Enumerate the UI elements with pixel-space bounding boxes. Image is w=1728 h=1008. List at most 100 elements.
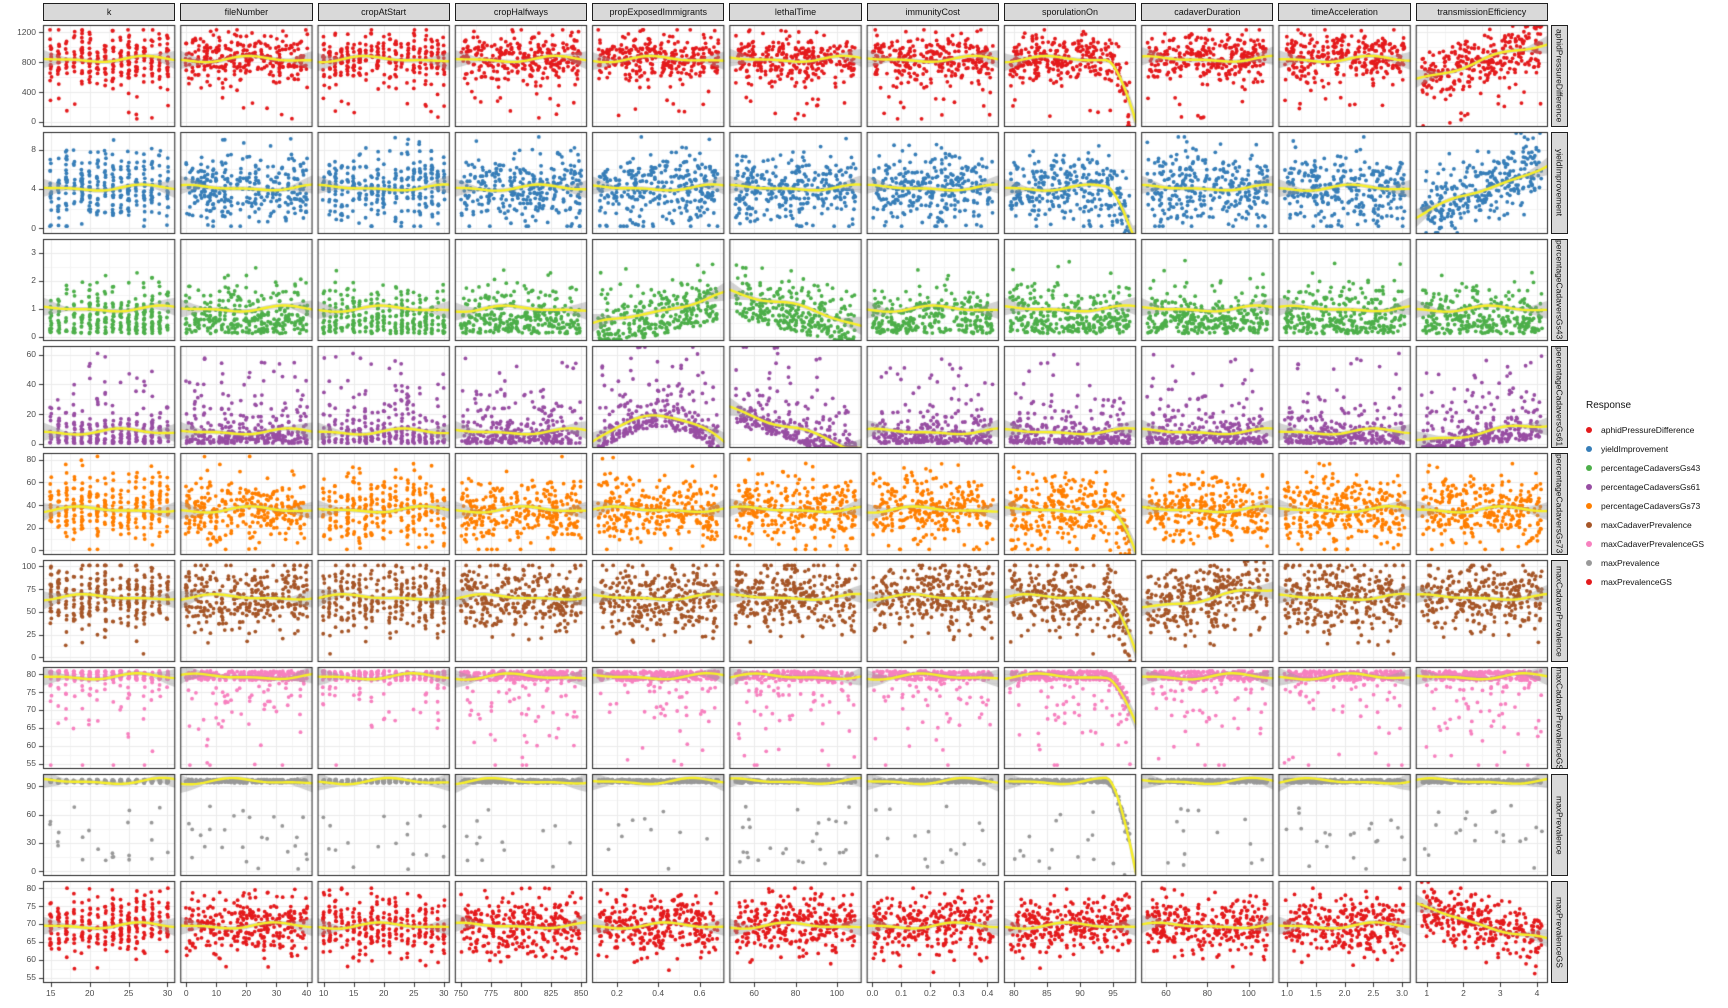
x-tick-label: 4 — [1534, 988, 1540, 998]
legend-dot-icon — [1586, 578, 1592, 585]
x-tick-label: 100 — [1241, 988, 1256, 998]
row-strip-percentageCadaversGs43: percentageCadaversGs43 — [1551, 239, 1568, 341]
column-strip-cropAtStart: cropAtStart — [317, 3, 450, 21]
row-strip-aphidPressureDifference: aphidPressureDifference — [1551, 25, 1568, 127]
legend-dot-icon — [1586, 464, 1592, 471]
column-strip-cropHalfways: cropHalfways — [454, 3, 588, 21]
legend-item-label: aphidPressureDifference — [1601, 424, 1695, 435]
y-tick-label: 75 — [26, 686, 36, 697]
x-tick-label: 80 — [1202, 988, 1213, 998]
x-tick-label: 85 — [1042, 988, 1052, 998]
y-tick-label: 75 — [26, 583, 36, 594]
x-tick-label: 30 — [439, 988, 449, 998]
legend-item-label: percentageCadaversGs61 — [1601, 481, 1701, 492]
x-tick-label: 20 — [241, 988, 252, 998]
y-tick-label: 65 — [26, 722, 36, 733]
legend-item-label: percentageCadaversGs73 — [1601, 500, 1701, 511]
row-strip-percentageCadaversGs73: percentageCadaversGs73 — [1551, 453, 1568, 555]
x-tick-label: 60 — [749, 988, 759, 998]
column-strip-k: k — [43, 3, 176, 21]
x-tick-label: 0.1 — [895, 988, 908, 998]
y-tick-label: 75 — [26, 900, 36, 911]
x-tick-label: 30 — [162, 988, 173, 998]
legend-item-label: percentageCadaversGs43 — [1601, 462, 1701, 473]
x-tick-label: 3.0 — [1396, 988, 1409, 998]
x-tick-label: 80 — [790, 988, 801, 998]
x-tick-label: 1 — [1424, 988, 1430, 998]
row-strip-maxCadaverPrevalence: maxCadaverPrevalence — [1551, 560, 1568, 662]
x-tick-label: 60 — [1161, 988, 1171, 998]
y-tick-label: 50 — [26, 606, 36, 617]
x-tick-label: 2.5 — [1367, 988, 1380, 998]
x-tick-label: 100 — [829, 988, 844, 998]
column-strip-fileNumber: fileNumber — [180, 3, 313, 21]
y-tick-label: 90 — [26, 780, 36, 791]
legend-item-maxPrevalenceGS: maxPrevalenceGS — [1586, 572, 1726, 591]
x-tick-label: 0.6 — [693, 988, 706, 998]
y-tick-label: 80 — [26, 454, 36, 465]
x-tick-label: 15 — [46, 988, 56, 998]
y-tick-label: 4 — [31, 183, 36, 194]
row-strip-yieldImprovement: yieldImprovement — [1551, 132, 1568, 234]
y-tick-label: 55 — [26, 972, 36, 983]
x-tick-label: 1.0 — [1281, 988, 1293, 998]
legend-item-maxPrevalence: maxPrevalence — [1586, 553, 1726, 572]
y-tick-label: 70 — [26, 918, 36, 929]
x-tick-label: 0.4 — [981, 988, 994, 998]
legend-items: aphidPressureDifference yieldImprovement p… — [1586, 420, 1726, 591]
y-tick-label: 60 — [26, 476, 36, 487]
y-tick-label: 3 — [31, 247, 36, 258]
legend-title: Response — [1586, 400, 1632, 411]
x-tick-label: 0.2 — [923, 988, 936, 998]
legend-item-label: maxCadaverPrevalenceGS — [1601, 538, 1704, 549]
legend-dot-icon — [1586, 502, 1592, 509]
y-tick-label: 0 — [31, 651, 36, 662]
x-tick-label: 80 — [1009, 988, 1019, 998]
y-tick-label: 0 — [31, 865, 36, 876]
row-strip-maxCadaverPrevalenceGS: maxCadaverPrevalenceGS — [1551, 667, 1568, 769]
x-tick-label: 0.3 — [952, 988, 965, 998]
x-tick-label: 2.0 — [1338, 988, 1351, 998]
legend-dot-icon — [1586, 540, 1592, 547]
column-strip-transmissionEfficiency: transmissionEfficiency — [1415, 3, 1548, 21]
x-tick-label: 25 — [123, 988, 134, 998]
y-tick-label: 60 — [26, 349, 36, 360]
legend-dot-icon — [1586, 483, 1592, 490]
y-tick-label: 0 — [31, 116, 36, 127]
y-tick-label: 1200 — [17, 26, 36, 37]
legend: Response aphidPressureDifference yieldImp… — [1586, 400, 1726, 591]
x-tick-label: 1.5 — [1309, 988, 1322, 998]
x-tick-label: 40 — [301, 988, 312, 998]
x-tick-label: 0 — [183, 988, 189, 998]
y-tick-label: 0 — [31, 544, 36, 555]
x-tick-label: 30 — [271, 988, 282, 998]
legend-item-yieldImprovement: yieldImprovement — [1586, 439, 1726, 458]
y-tick-label: 0 — [31, 331, 36, 342]
y-tick-label: 8 — [31, 144, 36, 155]
legend-item-label: maxCadaverPrevalence — [1601, 519, 1692, 530]
x-tick-label: 775 — [483, 988, 498, 998]
x-tick-label: 20 — [378, 988, 389, 998]
column-strip-cadaverDuration: cadaverDuration — [1141, 3, 1274, 21]
x-tick-label: 3 — [1497, 988, 1503, 998]
x-tick-label: 750 — [453, 988, 468, 998]
y-tick-label: 40 — [26, 499, 36, 510]
x-tick-label: 25 — [409, 988, 419, 998]
x-tick-label: 15 — [348, 988, 359, 998]
legend-item-percentageCadaversGs43: percentageCadaversGs43 — [1586, 458, 1726, 477]
legend-item-maxCadaverPrevalence: maxCadaverPrevalence — [1586, 515, 1726, 534]
legend-item-maxCadaverPrevalenceGS: maxCadaverPrevalenceGS — [1586, 534, 1726, 553]
legend-item-label: maxPrevalenceGS — [1601, 576, 1672, 587]
column-strip-sporulationOn: sporulationOn — [1003, 3, 1137, 21]
row-strip-maxPrevalenceGS: maxPrevalenceGS — [1551, 881, 1568, 983]
x-tick-label: 20 — [84, 988, 95, 998]
legend-dot-icon — [1586, 445, 1592, 452]
y-tick-label: 1 — [31, 303, 36, 314]
y-tick-label: 25 — [26, 629, 36, 640]
legend-dot-icon — [1586, 521, 1592, 528]
x-tick-label: 0.2 — [610, 988, 623, 998]
row-strip-maxPrevalence: maxPrevalence — [1551, 774, 1568, 876]
legend-dot-icon — [1586, 426, 1592, 433]
